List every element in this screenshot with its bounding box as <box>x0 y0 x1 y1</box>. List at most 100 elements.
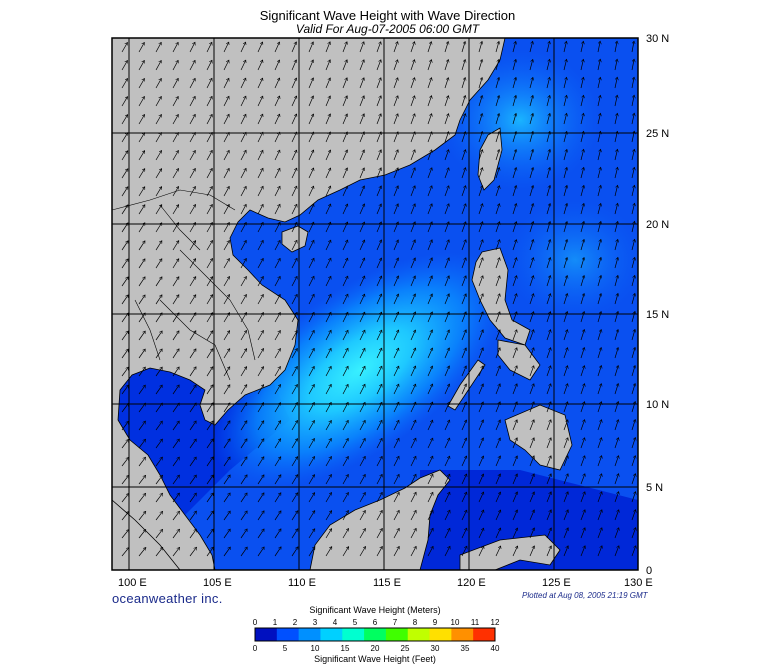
wave-direction-arrow <box>563 510 568 521</box>
wave-direction-arrow <box>444 60 448 71</box>
lat-label-0: 0 <box>646 565 652 577</box>
wave-direction-arrow <box>563 366 568 377</box>
wave-direction-arrow <box>342 186 348 197</box>
wave-direction-arrow <box>461 456 467 467</box>
wave-direction-arrow <box>546 149 550 161</box>
colorbar-cell <box>255 628 278 641</box>
lon-label-115: 115 E <box>373 577 401 589</box>
wave-direction-arrow <box>274 204 280 215</box>
colorbar-feet-tick: 5 <box>283 644 288 653</box>
wave-direction-arrow <box>172 60 178 71</box>
wave-direction-arrow <box>495 546 501 557</box>
wave-direction-arrow <box>461 474 467 485</box>
wave-direction-arrow <box>138 493 146 503</box>
wave-direction-arrow <box>614 456 619 467</box>
wave-direction-arrow <box>614 311 618 323</box>
wave-direction-arrow <box>614 528 619 539</box>
wave-direction-arrow <box>444 150 449 161</box>
wave-direction-arrow <box>631 113 634 125</box>
wave-direction-arrow <box>393 348 399 359</box>
wave-direction-arrow <box>138 241 146 251</box>
wave-direction-arrow <box>206 349 214 359</box>
wave-direction-arrow <box>495 438 500 449</box>
wave-direction-arrow <box>308 132 314 143</box>
wave-direction-arrow <box>342 384 348 395</box>
wave-direction-arrow <box>597 59 600 71</box>
wave-direction-arrow <box>427 420 433 431</box>
wave-direction-arrow <box>138 349 145 359</box>
wave-direction-arrow <box>325 258 331 269</box>
wave-direction-arrow <box>138 133 145 143</box>
wave-direction-arrow <box>376 96 381 107</box>
wave-direction-arrow <box>614 330 618 341</box>
wave-direction-arrow <box>563 203 567 215</box>
wave-direction-arrow <box>138 115 145 125</box>
wave-direction-arrow <box>495 402 500 413</box>
wave-direction-arrow <box>257 132 263 143</box>
wave-direction-arrow <box>155 223 163 233</box>
wave-direction-arrow <box>495 492 501 503</box>
wave-direction-arrow <box>546 185 550 197</box>
colorbar-feet-tick: 25 <box>401 644 410 653</box>
wave-direction-arrow <box>580 203 584 215</box>
hainan-island <box>281 225 309 253</box>
wave-direction-arrow <box>529 384 534 395</box>
wave-direction-arrow <box>495 276 500 287</box>
wave-direction-arrow <box>597 113 601 125</box>
wave-direction-arrow <box>325 493 332 503</box>
wave-direction-arrow <box>444 456 450 467</box>
wave-direction-arrow <box>342 420 348 431</box>
wave-direction-arrow <box>376 150 381 161</box>
wave-direction-arrow <box>121 277 128 287</box>
wave-direction-arrow <box>206 547 214 557</box>
wave-direction-arrow <box>546 240 550 251</box>
wave-direction-arrow <box>274 222 280 233</box>
wave-direction-arrow <box>274 312 280 323</box>
wave-direction-arrow <box>274 547 281 557</box>
wave-direction-arrow <box>257 204 263 215</box>
wave-direction-arrow <box>427 294 432 305</box>
wave-direction-arrow <box>325 132 330 143</box>
wave-direction-arrow <box>529 312 534 323</box>
wave-direction-arrow <box>410 456 416 467</box>
wave-direction-arrow <box>529 456 534 467</box>
wave-direction-arrow <box>291 132 297 143</box>
wave-direction-arrow <box>495 330 500 341</box>
wave-direction-arrow <box>138 277 145 287</box>
colorbar-feet-tick: 40 <box>491 644 500 653</box>
wave-direction-arrow <box>240 403 248 413</box>
wave-direction-arrow <box>172 295 180 305</box>
wave-direction-arrow <box>308 60 313 71</box>
wave-direction-arrow <box>597 203 601 215</box>
wave-direction-arrow <box>121 548 129 557</box>
wave-direction-arrow <box>325 276 331 287</box>
wave-direction-arrow <box>206 241 213 251</box>
wave-direction-arrow <box>223 475 230 485</box>
lat-label-15: 15 N <box>646 309 669 321</box>
wave-direction-arrow <box>359 276 365 287</box>
wave-direction-arrow <box>189 511 197 521</box>
wave-direction-arrow <box>563 348 568 359</box>
wave-direction-arrow <box>444 168 449 179</box>
wave-direction-arrow <box>427 96 432 107</box>
wave-direction-arrow <box>223 240 230 251</box>
wave-direction-arrow <box>478 114 482 125</box>
wave-direction-arrow <box>631 149 634 161</box>
wave-direction-arrow <box>410 510 416 521</box>
wave-direction-arrow <box>597 185 601 197</box>
wave-direction-arrow <box>410 294 415 305</box>
wave-direction-arrow <box>342 114 347 125</box>
wave-direction-arrow <box>512 168 516 179</box>
wave-direction-arrow <box>580 258 584 269</box>
colorbar-feet-tick: 10 <box>311 644 320 653</box>
wave-direction-arrow <box>563 149 567 161</box>
wave-direction-arrow <box>308 150 314 161</box>
wave-direction-arrow <box>206 295 213 305</box>
wave-direction-arrow <box>155 529 163 539</box>
wave-direction-arrow <box>189 60 195 71</box>
wave-direction-arrow <box>546 438 551 449</box>
wave-direction-arrow <box>257 276 263 287</box>
wave-direction-arrow <box>529 168 533 179</box>
wave-direction-arrow <box>376 528 382 539</box>
wave-direction-arrow <box>308 348 314 359</box>
